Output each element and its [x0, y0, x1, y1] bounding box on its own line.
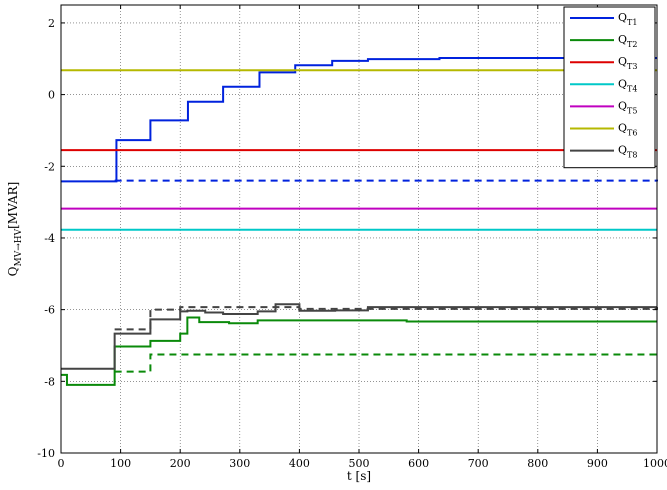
x-tick-label: 400 [289, 457, 310, 470]
legend-label: QT4 [618, 77, 637, 93]
x-tick-label: 100 [110, 457, 131, 470]
legend-label: QT5 [618, 99, 637, 115]
y-axis-label-text: QMV→HV[MVAR] [6, 182, 24, 277]
series-line-qt2-dashed [114, 353, 657, 373]
y-tick-label: -10 [37, 447, 55, 460]
legend-label: QT3 [618, 55, 637, 71]
y-axis-label: QMV→HV[MVAR] [6, 182, 24, 277]
x-tick-label: 200 [170, 457, 191, 470]
axis-ticks: 0 100 200 300 400 500 600 700 800 900 1000 -10 -8 -6 -… [37, 5, 667, 470]
legend-box [563, 6, 656, 169]
x-tick-label: 1000 [643, 457, 667, 470]
series-line-qt1-dashed [114, 179, 658, 182]
legend-label: QT2 [618, 33, 637, 49]
y-tick-label: -8 [44, 375, 55, 388]
x-axis-label: t [s] [347, 469, 371, 483]
series-line-qt1 [61, 57, 657, 183]
x-tick-label: 0 [58, 457, 65, 470]
y-tick-label: -6 [44, 304, 55, 317]
legend-label: QT8 [618, 144, 637, 160]
y-tick-label: 2 [48, 17, 55, 30]
x-tick-label: 700 [468, 457, 489, 470]
legend-label: QT6 [618, 122, 637, 138]
series-line-qt8 [61, 303, 657, 370]
x-tick-label: 800 [527, 457, 548, 470]
series-line-qt2 [61, 316, 657, 386]
x-tick-label: 900 [587, 457, 608, 470]
series-line-qt8-dashed [114, 306, 658, 331]
legend-label: QT1 [618, 11, 637, 27]
x-tick-label: 300 [229, 457, 250, 470]
legend: QT1 QT2 QT3 QT4 QT5 QT6 QT8 [563, 6, 656, 169]
x-tick-label: 600 [408, 457, 429, 470]
y-tick-label: 0 [48, 89, 55, 102]
x-tick-label: 500 [349, 457, 370, 470]
y-tick-label: -2 [44, 160, 55, 173]
y-tick-label: -4 [44, 232, 55, 245]
